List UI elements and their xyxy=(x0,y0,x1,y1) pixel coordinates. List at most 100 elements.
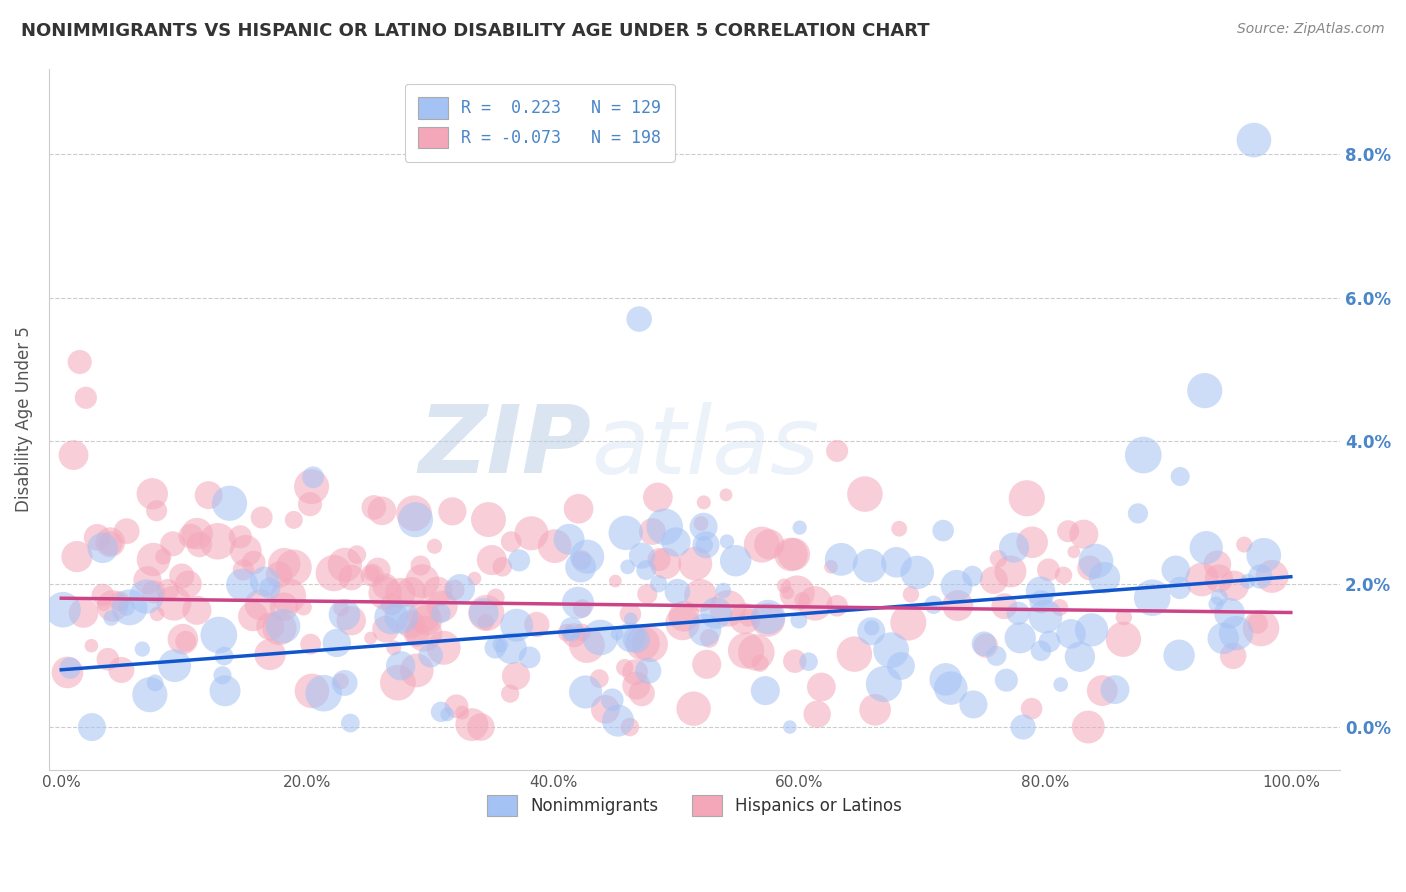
Point xyxy=(363,500,385,515)
Point xyxy=(962,698,984,712)
Point xyxy=(172,632,194,647)
Point xyxy=(86,530,108,544)
Point xyxy=(787,613,810,627)
Point xyxy=(75,391,97,405)
Point xyxy=(1225,626,1247,640)
Point xyxy=(501,641,523,656)
Point xyxy=(80,720,103,734)
Point xyxy=(575,685,598,699)
Point xyxy=(779,720,801,734)
Point xyxy=(693,495,716,509)
Point xyxy=(932,524,955,538)
Point xyxy=(66,549,89,564)
Point xyxy=(491,559,513,574)
Point xyxy=(1168,469,1191,483)
Point xyxy=(312,686,335,700)
Point xyxy=(156,583,179,598)
Point xyxy=(1029,584,1052,599)
Point xyxy=(987,551,1010,566)
Point xyxy=(974,639,997,653)
Point xyxy=(330,601,353,615)
Point xyxy=(1222,648,1244,663)
Point xyxy=(143,676,166,690)
Point xyxy=(1010,631,1032,645)
Point xyxy=(1112,632,1135,647)
Point xyxy=(889,522,911,536)
Point xyxy=(389,658,412,673)
Point xyxy=(595,702,617,716)
Point xyxy=(1091,683,1114,698)
Point xyxy=(430,599,453,614)
Point xyxy=(695,538,717,552)
Point xyxy=(671,615,693,630)
Point xyxy=(605,574,627,588)
Point xyxy=(208,628,231,642)
Point xyxy=(212,649,235,664)
Point xyxy=(897,615,920,630)
Point xyxy=(735,643,758,657)
Point xyxy=(115,524,138,539)
Point xyxy=(131,642,153,657)
Point xyxy=(387,675,409,690)
Point xyxy=(776,586,799,600)
Point xyxy=(1069,649,1091,664)
Point xyxy=(631,549,654,563)
Point xyxy=(863,703,886,717)
Point xyxy=(1206,558,1229,572)
Point xyxy=(886,555,908,569)
Point xyxy=(186,603,208,617)
Point xyxy=(1132,448,1154,462)
Point xyxy=(360,631,382,645)
Point xyxy=(253,574,276,589)
Point xyxy=(62,448,84,462)
Point xyxy=(409,558,432,573)
Point xyxy=(1021,535,1043,549)
Point xyxy=(1205,597,1227,611)
Point xyxy=(665,535,688,549)
Point xyxy=(115,600,138,615)
Point xyxy=(477,512,499,526)
Point xyxy=(1049,600,1071,615)
Point xyxy=(647,576,669,591)
Point xyxy=(188,537,211,551)
Point xyxy=(804,596,827,610)
Point xyxy=(773,579,796,593)
Point xyxy=(1038,634,1060,648)
Point xyxy=(443,582,465,597)
Point xyxy=(631,636,654,650)
Point xyxy=(139,688,162,702)
Point xyxy=(1094,571,1116,585)
Point xyxy=(141,487,163,501)
Point xyxy=(1191,573,1213,587)
Point xyxy=(588,672,610,686)
Point xyxy=(273,557,295,571)
Point xyxy=(136,573,159,587)
Point xyxy=(683,557,706,571)
Point xyxy=(259,619,281,633)
Point xyxy=(607,714,630,728)
Point xyxy=(430,705,453,719)
Point xyxy=(571,625,593,640)
Point xyxy=(900,587,922,601)
Point xyxy=(1060,627,1083,641)
Point xyxy=(298,497,321,511)
Point xyxy=(810,680,832,694)
Point xyxy=(783,547,806,561)
Point xyxy=(751,538,773,552)
Point xyxy=(1194,384,1216,398)
Point xyxy=(1063,545,1085,559)
Text: NONIMMIGRANTS VS HISPANIC OR LATINO DISABILITY AGE UNDER 5 CORRELATION CHART: NONIMMIGRANTS VS HISPANIC OR LATINO DISA… xyxy=(21,22,929,40)
Point xyxy=(1253,549,1275,563)
Point xyxy=(654,557,676,571)
Point xyxy=(562,628,585,642)
Point xyxy=(451,706,474,720)
Point xyxy=(273,599,295,614)
Point xyxy=(411,574,433,589)
Point xyxy=(1218,606,1240,620)
Point xyxy=(1250,621,1272,635)
Point xyxy=(302,470,325,484)
Text: ZIP: ZIP xyxy=(419,401,591,493)
Point xyxy=(419,648,441,663)
Point xyxy=(1080,623,1102,637)
Point xyxy=(242,556,264,570)
